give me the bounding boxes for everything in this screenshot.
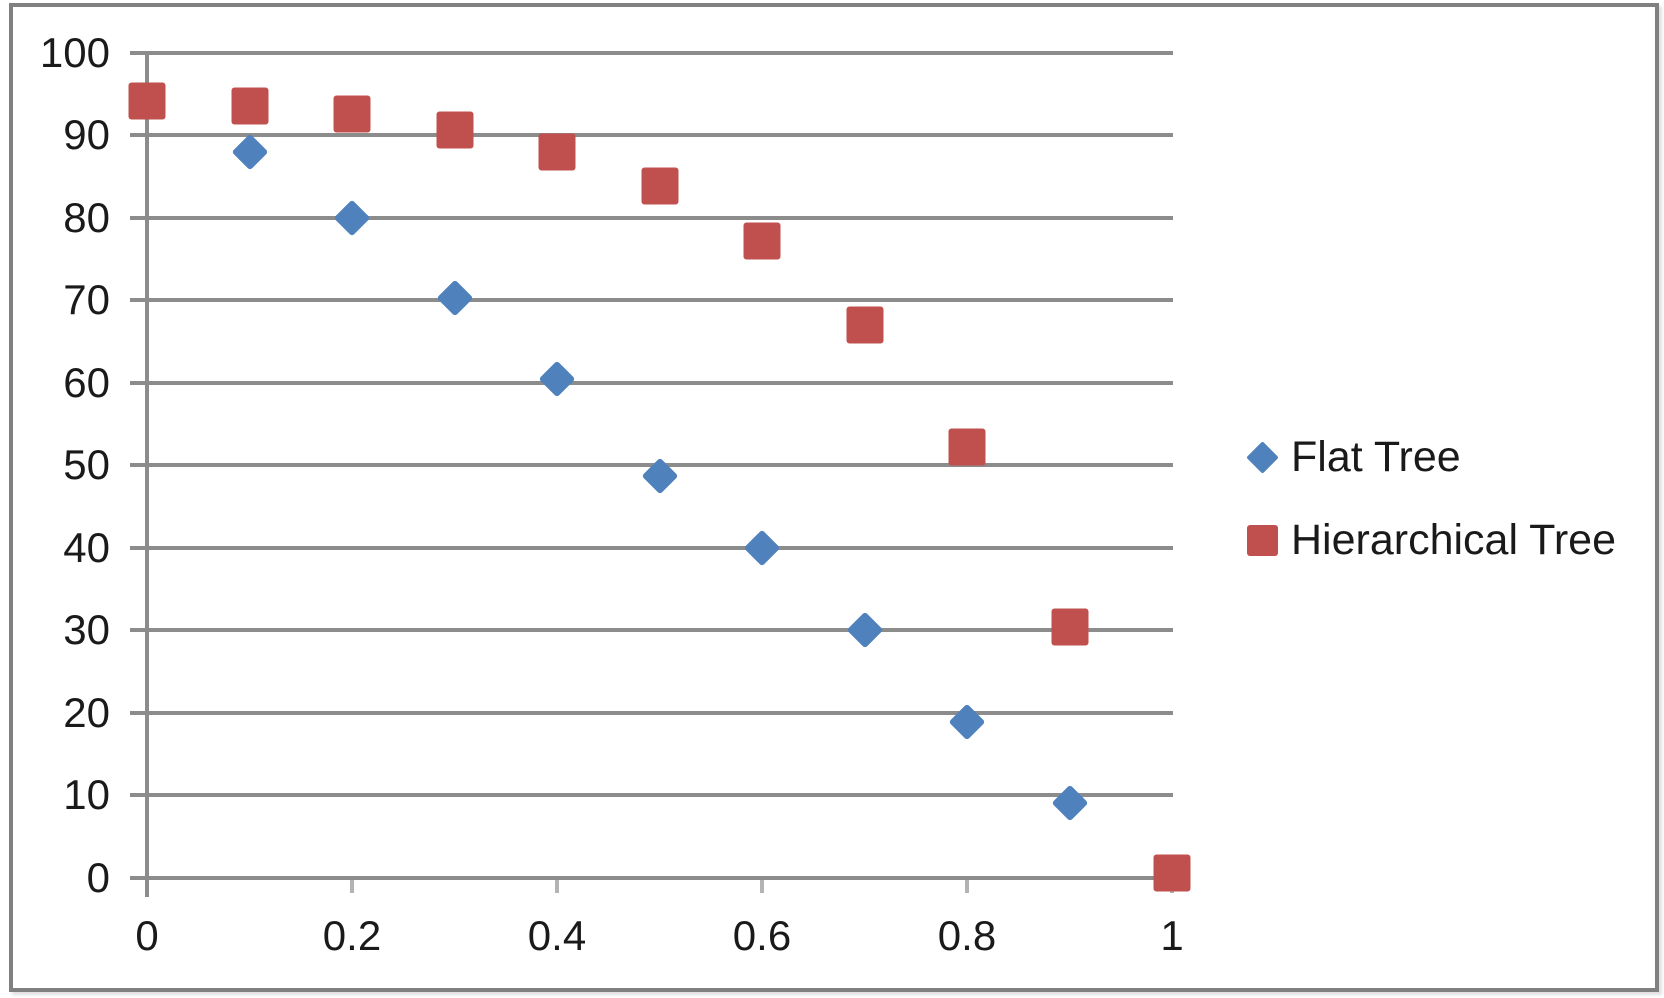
x-axis-tick-label: 1 bbox=[1160, 912, 1184, 959]
legend-label-hierarchical-tree: Hierarchical Tree bbox=[1291, 515, 1616, 564]
y-axis-tick-label: 90 bbox=[63, 111, 110, 159]
x-axis-tick-mark bbox=[350, 879, 354, 893]
x-axis-tick-label: 0.2 bbox=[322, 912, 382, 959]
data-point-hierarchical-tree bbox=[1153, 854, 1191, 892]
y-axis-tick-label: 70 bbox=[63, 276, 110, 324]
legend-marker-box bbox=[1246, 440, 1291, 474]
legend-label-flat-tree: Flat Tree bbox=[1291, 432, 1461, 481]
legend-marker-box bbox=[1247, 524, 1291, 556]
y-axis-tick-label: 60 bbox=[63, 358, 110, 406]
y-gridline-30 bbox=[130, 628, 1173, 633]
legend: Flat Tree Hierarchical Tree bbox=[1246, 428, 1616, 569]
data-point-flat-tree bbox=[846, 611, 883, 649]
y-axis-tick-label: 10 bbox=[63, 771, 110, 819]
data-point-flat-tree bbox=[436, 279, 473, 317]
x-axis-tick-mark bbox=[555, 879, 559, 893]
data-point-hierarchical-tree bbox=[1051, 608, 1088, 646]
y-gridline-90 bbox=[130, 133, 1173, 138]
x-axis-tick-label: 0.4 bbox=[527, 912, 587, 959]
x-axis-tick-mark bbox=[965, 879, 969, 893]
data-point-hierarchical-tree bbox=[231, 87, 268, 125]
x-axis-tick-label: 0 bbox=[135, 912, 159, 959]
data-point-hierarchical-tree bbox=[436, 111, 473, 149]
legend-item-hierarchical-tree: Hierarchical Tree bbox=[1247, 511, 1616, 569]
y-gridline-80 bbox=[130, 215, 1173, 220]
x-axis-tick-label: 0.6 bbox=[732, 912, 792, 959]
legend-item-flat-tree: Flat Tree bbox=[1246, 428, 1616, 486]
data-point-hierarchical-tree bbox=[641, 167, 678, 205]
flat-tree-diamond-icon bbox=[1246, 440, 1279, 474]
y-gridline-60 bbox=[130, 380, 1173, 385]
y-axis-tick-label: 40 bbox=[63, 523, 110, 571]
y-gridline-100 bbox=[130, 51, 1173, 55]
data-point-flat-tree bbox=[1051, 784, 1088, 822]
x-axis-tick-label: 0.8 bbox=[937, 912, 997, 959]
data-point-flat-tree bbox=[333, 199, 371, 237]
data-point-hierarchical-tree bbox=[743, 222, 781, 260]
y-axis-tick-label: 0 bbox=[86, 853, 110, 901]
hierarchical-tree-square-icon bbox=[1247, 524, 1278, 556]
y-axis-tick-label: 50 bbox=[63, 441, 110, 489]
y-gridline-20 bbox=[130, 710, 1173, 715]
y-axis-tick-label: 100 bbox=[39, 29, 110, 76]
data-point-hierarchical-tree bbox=[948, 428, 986, 466]
data-point-flat-tree bbox=[231, 133, 268, 171]
data-point-hierarchical-tree bbox=[128, 82, 166, 120]
data-point-flat-tree bbox=[538, 360, 576, 398]
x-axis-tick-mark bbox=[760, 879, 764, 893]
data-point-hierarchical-tree bbox=[846, 306, 883, 344]
data-point-hierarchical-tree bbox=[538, 133, 576, 171]
data-point-flat-tree bbox=[743, 529, 781, 567]
y-gridline-40 bbox=[130, 545, 1173, 550]
y-axis-tick-label: 30 bbox=[63, 606, 110, 654]
y-gridline-10 bbox=[130, 793, 1173, 798]
y-axis-line bbox=[145, 51, 149, 897]
data-point-hierarchical-tree bbox=[333, 95, 371, 133]
y-axis-tick-label: 20 bbox=[63, 688, 110, 736]
y-gridline-70 bbox=[130, 298, 1173, 303]
y-gridline-0 bbox=[130, 875, 1173, 880]
y-axis-tick-label: 80 bbox=[63, 193, 110, 241]
